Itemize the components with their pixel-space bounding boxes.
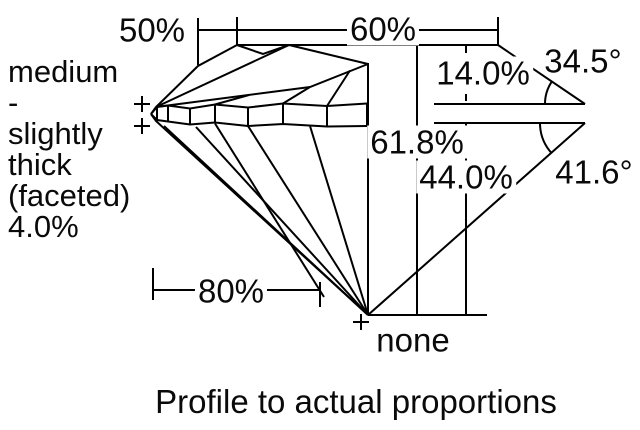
pavilion-angle-label: 41.6° <box>555 153 633 191</box>
cross-markers <box>134 96 369 330</box>
star-length-label: 50% <box>118 11 186 49</box>
girdle-description-line: medium <box>8 54 119 89</box>
table-size-label: 60% <box>346 12 420 46</box>
culet-label: none <box>376 321 450 359</box>
figure-caption: Profile to actual proportions <box>155 383 557 420</box>
crown-height-label: 14.0% <box>433 56 533 90</box>
girdle-top-cross-marker <box>134 96 150 112</box>
girdle-description-line: (faceted) <box>8 178 131 213</box>
lower-girdle-length-label: 80% <box>194 274 268 308</box>
pavilion-angle-arc <box>539 122 553 154</box>
girdle-bottom-cross-marker <box>134 118 150 134</box>
girdle-description-line: thick <box>8 147 72 182</box>
girdle-band <box>150 102 368 128</box>
girdle-description-line: 4.0% <box>8 209 79 244</box>
total-depth-label: 61.8% <box>367 125 467 159</box>
crown-facets <box>155 44 369 108</box>
girdle-description-line: slightly <box>8 116 103 151</box>
girdle-description: medium - slightly thick (faceted) 4.0% <box>8 56 130 242</box>
culet-cross-marker <box>353 314 369 330</box>
cross-section <box>367 44 586 316</box>
crown-angle-label: 34.5° <box>544 42 622 80</box>
crown-angle-arc <box>543 80 553 105</box>
girdle-description-line: - <box>8 85 19 120</box>
pavilion-depth-label: 44.0% <box>416 160 516 194</box>
pavilion-facets <box>150 113 369 316</box>
angle-arcs <box>539 80 553 154</box>
